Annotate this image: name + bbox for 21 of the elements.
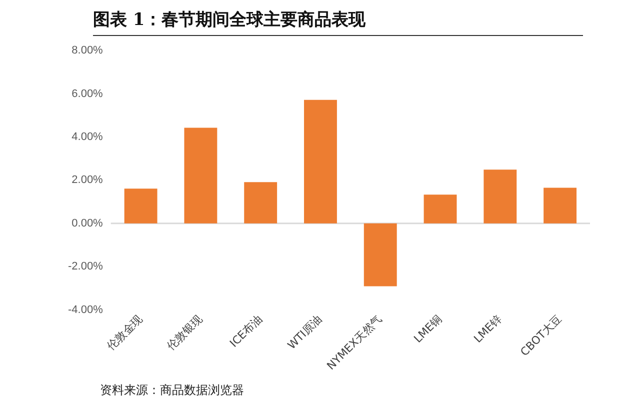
- bar: [304, 100, 337, 224]
- bar: [424, 194, 457, 224]
- bar: [244, 182, 278, 224]
- y-tick-label: 4.00%: [72, 131, 104, 144]
- y-tick-label: -4.00%: [68, 304, 104, 316]
- y-tick-label: 2.00%: [72, 174, 104, 186]
- bar: [184, 128, 218, 224]
- x-tick-label: 伦敦金现: [104, 312, 145, 353]
- y-tick-label: -2.00%: [68, 260, 104, 273]
- x-tick-label: ICE布油: [227, 312, 265, 350]
- x-tick-label: WTI原油: [285, 312, 325, 352]
- y-tick-label: 6.00%: [72, 88, 104, 100]
- bar: [364, 223, 397, 286]
- y-tick-label: 0.00%: [72, 217, 104, 230]
- bar: [484, 170, 517, 224]
- bar: [124, 188, 158, 224]
- x-tick-label: 伦敦银现: [164, 312, 205, 353]
- text: 资料来源：商品数据浏览器: [100, 382, 244, 399]
- chart-title: 图表 1：春节期间全球主要商品表现: [93, 8, 583, 36]
- bar: [544, 188, 577, 224]
- y-tick-label: 8.00%: [72, 44, 104, 57]
